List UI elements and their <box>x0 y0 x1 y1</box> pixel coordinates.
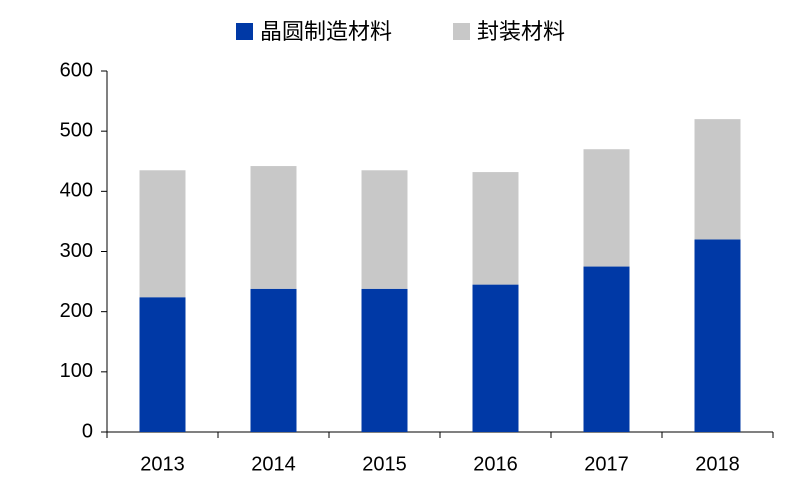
x-tick-label: 2015 <box>362 453 407 475</box>
legend-swatch <box>453 23 470 40</box>
x-tick-label: 2017 <box>584 453 629 475</box>
bar-segment <box>139 297 186 432</box>
y-tick-label: 500 <box>60 119 93 141</box>
x-tick-label: 2014 <box>251 453 296 475</box>
bar-segment <box>139 170 186 298</box>
bar-segment <box>583 266 630 432</box>
legend-swatch <box>236 23 253 40</box>
y-tick-label: 600 <box>60 59 93 81</box>
legend-label: 封装材料 <box>477 19 565 44</box>
bar-segment <box>694 239 741 432</box>
bar-segment <box>694 119 741 240</box>
y-tick-label: 0 <box>82 420 93 442</box>
x-tick-label: 2016 <box>473 453 518 475</box>
bar-segment <box>250 288 297 432</box>
y-tick-label: 300 <box>60 240 93 262</box>
legend: 晶圆制造材料 封装材料 <box>236 19 565 44</box>
bar-segment <box>472 172 519 285</box>
y-tick-label: 200 <box>60 300 93 322</box>
y-tick-label: 100 <box>60 360 93 382</box>
bar-segment <box>361 170 408 289</box>
bar-segment <box>472 284 519 432</box>
y-tick-label: 400 <box>60 180 93 202</box>
bar-segment <box>250 166 297 289</box>
x-tick-label: 2013 <box>140 453 185 475</box>
bar-segment <box>361 288 408 432</box>
legend-label: 晶圆制造材料 <box>260 19 392 44</box>
x-tick-label: 2018 <box>695 453 740 475</box>
bar-segment <box>583 149 630 267</box>
